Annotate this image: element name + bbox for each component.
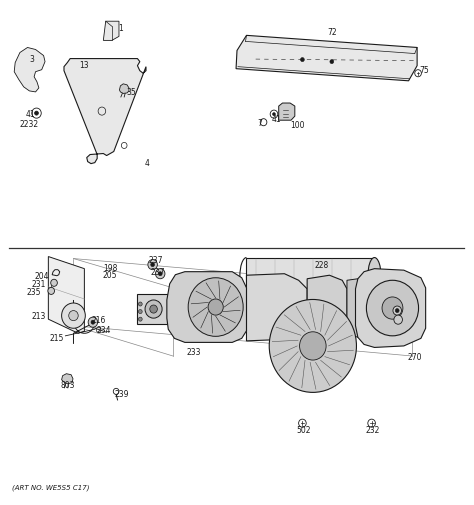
- Text: 239: 239: [114, 390, 128, 399]
- Text: 230: 230: [397, 319, 411, 328]
- Circle shape: [62, 303, 85, 328]
- Ellipse shape: [368, 258, 381, 295]
- Circle shape: [330, 60, 334, 64]
- Text: 228: 228: [314, 261, 328, 270]
- Circle shape: [145, 300, 162, 318]
- Text: 233: 233: [186, 348, 201, 357]
- Text: 218: 218: [333, 330, 347, 339]
- Text: 237: 237: [400, 311, 414, 320]
- Polygon shape: [167, 272, 246, 342]
- Circle shape: [151, 263, 155, 267]
- Polygon shape: [62, 374, 73, 384]
- Circle shape: [69, 311, 78, 321]
- Text: 203: 203: [190, 272, 204, 281]
- Circle shape: [48, 287, 55, 294]
- Polygon shape: [14, 47, 45, 92]
- Circle shape: [269, 299, 356, 392]
- Text: 631: 631: [207, 297, 221, 307]
- Text: 803: 803: [60, 381, 74, 390]
- Circle shape: [35, 111, 38, 115]
- Text: 7: 7: [257, 119, 262, 128]
- Polygon shape: [246, 258, 374, 295]
- Circle shape: [382, 297, 403, 319]
- Circle shape: [188, 278, 243, 336]
- Circle shape: [148, 260, 157, 270]
- Circle shape: [91, 320, 95, 324]
- Circle shape: [138, 310, 142, 314]
- Circle shape: [301, 58, 304, 62]
- Polygon shape: [246, 274, 307, 341]
- Polygon shape: [356, 269, 426, 347]
- Polygon shape: [279, 103, 295, 120]
- Text: 237: 237: [148, 256, 163, 265]
- Text: 3: 3: [30, 55, 35, 64]
- Polygon shape: [180, 275, 193, 285]
- Polygon shape: [189, 306, 201, 314]
- Circle shape: [208, 299, 223, 315]
- Circle shape: [300, 332, 326, 360]
- Circle shape: [138, 302, 142, 306]
- Polygon shape: [236, 35, 417, 81]
- Circle shape: [393, 306, 401, 315]
- Text: 234: 234: [96, 326, 110, 335]
- Text: 237: 237: [150, 268, 164, 277]
- Circle shape: [51, 279, 57, 286]
- Circle shape: [273, 113, 275, 116]
- Circle shape: [88, 317, 98, 327]
- Text: 205: 205: [103, 271, 117, 280]
- Text: 198: 198: [103, 264, 117, 273]
- Text: 1: 1: [118, 24, 123, 33]
- Text: 630: 630: [168, 305, 182, 314]
- Circle shape: [155, 269, 165, 279]
- Circle shape: [158, 272, 162, 276]
- Polygon shape: [119, 84, 129, 93]
- Polygon shape: [137, 294, 171, 324]
- Text: (ART NO. WE5S5 C17): (ART NO. WE5S5 C17): [12, 484, 90, 491]
- Polygon shape: [103, 21, 119, 40]
- Polygon shape: [347, 279, 358, 337]
- Text: 75: 75: [419, 66, 429, 75]
- Text: 100: 100: [290, 121, 304, 130]
- Text: 231: 231: [32, 280, 46, 289]
- Text: 4: 4: [145, 159, 150, 168]
- Text: 270: 270: [408, 352, 422, 362]
- Text: 41: 41: [26, 110, 36, 119]
- Circle shape: [366, 280, 419, 336]
- Text: 204: 204: [35, 272, 49, 281]
- Text: 502: 502: [296, 426, 310, 435]
- Circle shape: [394, 315, 402, 324]
- Text: 216: 216: [91, 316, 106, 325]
- Text: 201: 201: [334, 341, 348, 350]
- Polygon shape: [307, 275, 347, 341]
- Text: 35: 35: [127, 88, 137, 97]
- Text: 2232: 2232: [20, 120, 39, 129]
- Text: 213: 213: [32, 312, 46, 321]
- Text: 235: 235: [27, 288, 41, 297]
- Polygon shape: [48, 257, 84, 333]
- Text: 13: 13: [80, 61, 89, 70]
- Polygon shape: [175, 283, 187, 293]
- Text: 72: 72: [327, 28, 337, 37]
- Text: 41: 41: [272, 115, 282, 124]
- Circle shape: [138, 317, 142, 321]
- Polygon shape: [64, 59, 146, 164]
- Text: 232: 232: [365, 426, 380, 435]
- Circle shape: [150, 305, 157, 313]
- Circle shape: [395, 309, 399, 313]
- Text: 215: 215: [50, 334, 64, 343]
